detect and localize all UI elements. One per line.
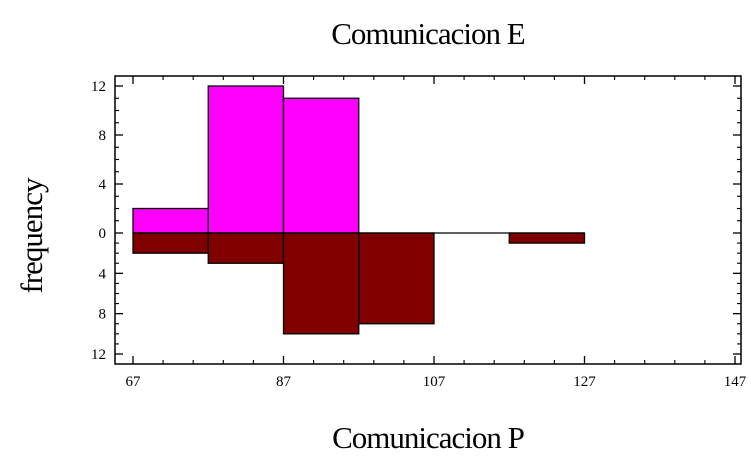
x-tick-label: 87	[276, 374, 292, 390]
bar-down-87	[282, 232, 360, 335]
x-tick-label: 67	[126, 374, 142, 390]
axes-group: 67 87 107 127 147 12 8 4 0 4 8 12	[91, 75, 747, 390]
x-axis-label: Comunicacion P	[332, 420, 524, 455]
bar-down-67	[132, 232, 209, 254]
plot-frame	[114, 75, 742, 365]
x-tick-label: 147	[724, 374, 747, 390]
y-tick-label: 0	[99, 226, 107, 242]
bar-down-77	[207, 232, 285, 264]
y-axis-label: frequency	[14, 177, 49, 293]
bar-down-97	[358, 232, 435, 325]
x-tick-label: 107	[423, 374, 446, 390]
y-tick-label: 8	[99, 128, 107, 144]
bars-group	[132, 85, 586, 335]
bar-up-77	[207, 85, 285, 234]
y-tick-label: 8	[99, 307, 107, 323]
bar-up-67	[132, 207, 209, 234]
y-tick-label: 12	[91, 79, 106, 95]
bar-up-87	[282, 97, 360, 234]
y-tick-label: 4	[99, 177, 107, 193]
bar-down-117	[508, 232, 586, 244]
y-tick-label: 12	[91, 347, 106, 363]
y-tick-label: 4	[99, 266, 107, 282]
chart-title: Comunicacion E	[331, 16, 525, 51]
x-tick-label: 127	[573, 374, 596, 390]
